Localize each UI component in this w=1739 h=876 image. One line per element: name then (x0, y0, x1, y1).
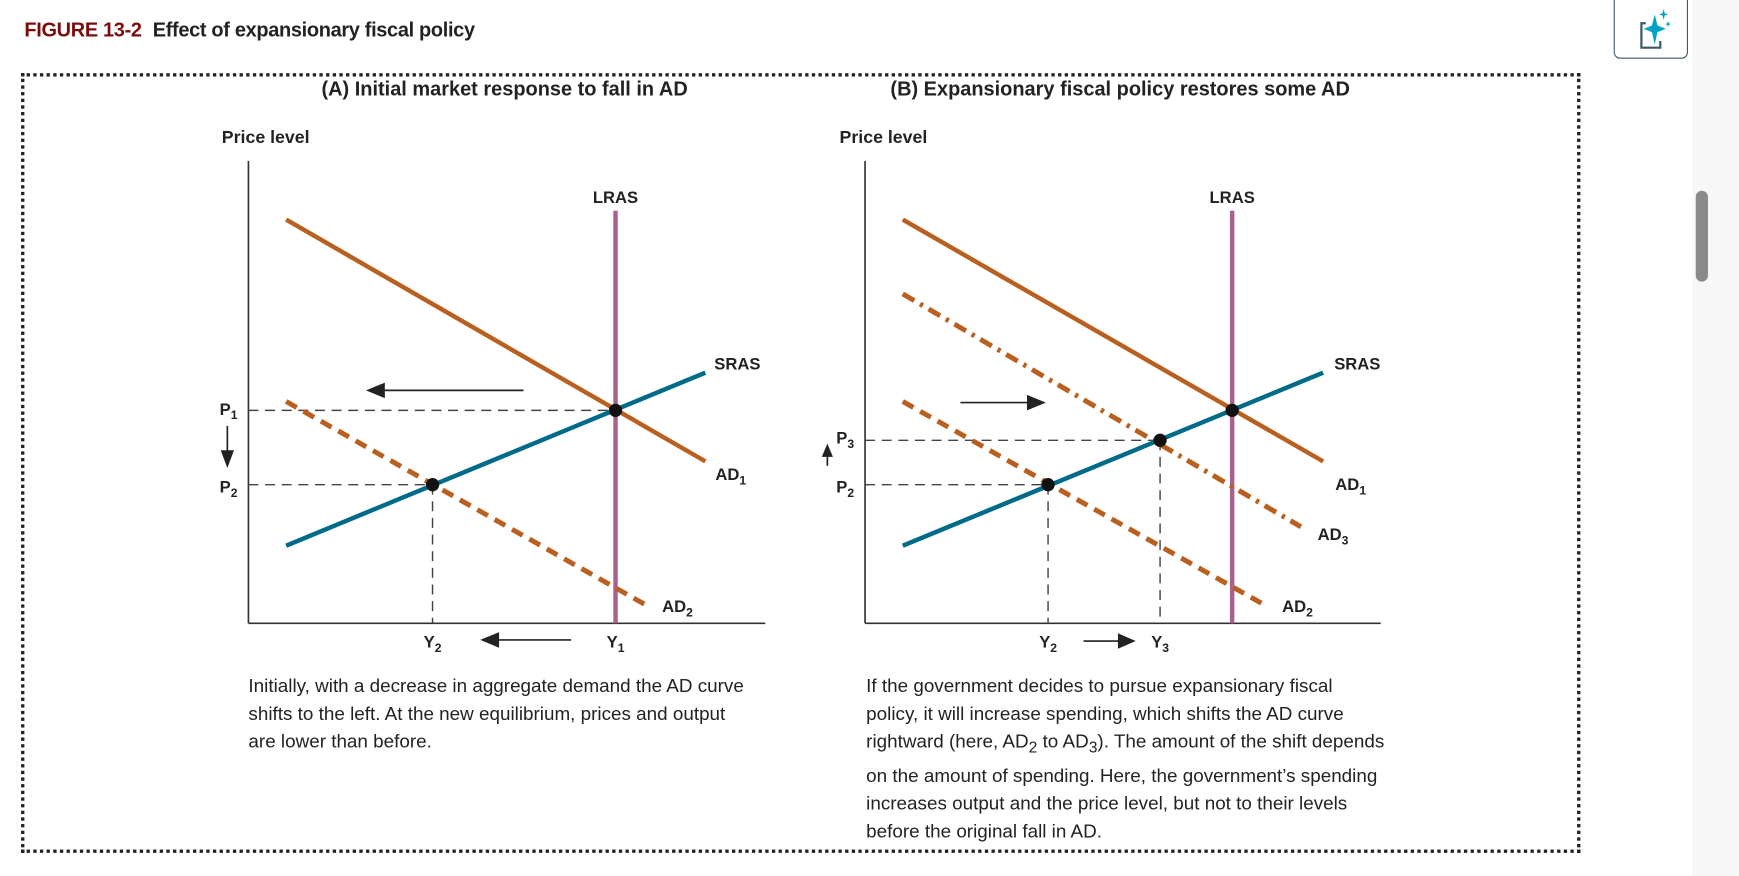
ad1-curve (285, 217, 707, 464)
ad2-curve (901, 399, 1269, 609)
figure-title-text: Effect of expansionary fiscal policy (152, 18, 475, 42)
panel-b: (B) Expansionary fiscal policy restores … (821, 78, 1381, 655)
sras-label: SRAS (1334, 354, 1380, 373)
ad2-label: AD2 (1282, 597, 1313, 619)
arrow-head-icon (220, 450, 235, 469)
y2-label: Y2 (424, 633, 442, 655)
sparkle-document-icon (1640, 8, 1671, 49)
figure-number: FIGURE 13-2 (24, 18, 142, 42)
sras-curve (285, 370, 707, 548)
ad1-label: AD1 (715, 465, 746, 487)
y2-label: Y2 (1039, 633, 1057, 655)
equilibrium-point-1 (1225, 403, 1239, 418)
sras-label: SRAS (714, 354, 760, 373)
arrow-head-icon (480, 632, 500, 648)
scrollbar-thumb[interactable] (1695, 190, 1708, 282)
ad3-label: AD3 (1318, 525, 1349, 547)
equilibrium-point-3 (1153, 433, 1167, 447)
equilibrium-point-2 (1041, 478, 1055, 492)
ad1-curve (901, 217, 1325, 464)
scrollbar-track[interactable] (1692, 0, 1739, 876)
arrow-head-icon (1117, 633, 1136, 649)
ad3-curve (901, 291, 1303, 529)
panel-a: (A) Initial market response to fall in A… (220, 78, 766, 655)
ad2-curve (284, 399, 651, 609)
p3-label: P3 (836, 429, 854, 451)
p2-label: P2 (836, 477, 854, 499)
ad2-label: AD2 (662, 597, 693, 619)
y1-label: Y1 (607, 633, 625, 655)
panel-b-y-axis-label: Price level (840, 127, 928, 147)
lras-label: LRAS (1210, 188, 1255, 207)
p2-label: P2 (220, 477, 238, 499)
panel-a-caption: Initially, with a decrease in aggregate … (248, 675, 744, 752)
p1-label: P1 (220, 400, 238, 422)
y3-label: Y3 (1151, 633, 1169, 655)
arrow-head-icon (1026, 394, 1046, 411)
arrow-head-icon (821, 443, 833, 457)
ai-assist-button[interactable] (1613, 0, 1688, 59)
figure-frame (21, 73, 1581, 853)
panel-b-title: (B) Expansionary fiscal policy restores … (890, 78, 1349, 100)
equilibrium-point-1 (608, 403, 623, 418)
panel-a-y-axis-label: Price level (222, 127, 310, 147)
equilibrium-point-2 (425, 478, 440, 492)
sras-curve (901, 370, 1324, 548)
figure-title: FIGURE 13-2 Effect of expansionary fiscal… (24, 18, 475, 42)
lras-label: LRAS (593, 188, 638, 207)
panel-a-title: (A) Initial market response to fall in A… (321, 78, 687, 100)
ad1-label: AD1 (1335, 475, 1366, 497)
arrow-head-icon (365, 382, 385, 399)
panel-b-caption: If the government decides to pursue expa… (866, 675, 1385, 843)
